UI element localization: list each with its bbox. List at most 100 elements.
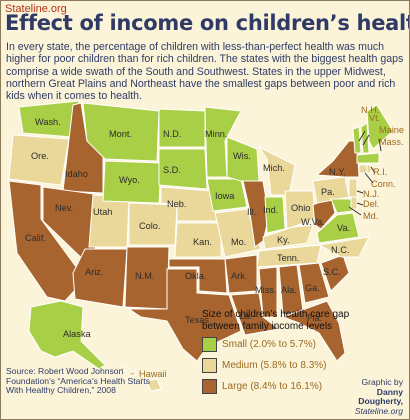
leader-lines [348,130,382,216]
state-mo [214,208,262,258]
state-alaska [28,300,106,370]
label-vt: Vt. [369,113,380,123]
legend-label-medium: Medium (5.8% to 8.3%) [222,360,327,371]
state-nd [158,108,206,148]
state-colo [128,202,178,246]
legend-title: Size of children’s health care gap betwe… [202,309,350,332]
credit-author-first: Danny [376,386,403,397]
label-ri: R.I. [373,167,387,177]
state-nj [348,178,358,198]
state-kan [174,222,222,258]
label-ill: Ill. [247,207,256,217]
legend-item-small: Small (2.0% to 5.7%) [202,336,372,353]
state-conn [358,164,368,174]
state-iowa [206,178,248,212]
state-sd [158,148,208,190]
source-note: Source: Robert Wood Johnson Foundation’s… [6,366,150,396]
label-ohio: Ohio [291,203,310,213]
credit-site: Stateline.org [354,405,403,416]
label-ky: Ky. [277,235,290,245]
label-nm: N.M. [135,271,154,281]
credit-author-last: Dougherty, [358,396,403,407]
label-fla: Fla. [307,313,322,323]
state-md [330,198,354,214]
label-sc: S.C. [323,267,341,277]
label-colo: Colo. [139,221,160,231]
label-pa: Pa. [321,187,335,197]
label-va: Va. [337,223,350,233]
label-tenn: Tenn. [277,253,299,263]
state-utah [88,194,130,248]
label-ark: Ark. [231,271,247,281]
state-minn [204,106,242,178]
label-sd: S.D. [163,165,181,175]
state-miss [258,266,278,318]
legend-item-medium: Medium (5.8% to 8.3%) [202,357,372,374]
label-md: Md. [363,211,378,221]
label-nc: N.C. [331,245,349,255]
label-ind: Ind. [263,205,278,215]
label-miss: Miss. [255,285,276,295]
label-utah: Utah [93,207,112,217]
label-ala: Ala. [281,285,297,295]
label-mass: Mass. [379,137,404,147]
label-mo: Mo. [231,237,246,247]
label-ny: N.Y. [329,167,346,177]
legend-label-small: Small (2.0% to 5.7%) [222,339,316,350]
label-idaho: Idaho [65,169,88,179]
state-labels: Wash. Ore. Calif. Idaho Nev. Utah Ariz. … [25,117,350,339]
label-del: Del. [363,199,379,209]
state-mass [356,152,380,164]
state-ga [298,262,330,304]
label-kan: Kan. [193,237,212,247]
legend-label-large: Large (8.4% to 16.1%) [222,381,323,392]
label-calif: Calif. [25,233,46,243]
state-ind [264,196,286,234]
state-hawaii [118,366,162,392]
state-ark [224,254,258,294]
label-conn: Conn. [371,179,396,189]
label-ore: Ore. [31,151,49,161]
state-ore [8,134,70,186]
label-iowa: Iowa [215,191,235,201]
state-vt [352,126,362,154]
external-labels: Vt. N.H. Maine Mass. R.I. Conn. N.J. Del… [139,105,404,379]
label-texas: Texas [185,315,209,325]
legend-swatch-large [202,379,217,394]
label-wis: Wis. [233,151,251,161]
label-nev: Nev. [55,203,73,213]
label-wash: Wash. [35,117,61,127]
credit-prefix: Graphic by [361,377,403,387]
label-ga: Ga. [305,283,320,293]
state-sc [320,254,350,292]
label-alaska: Alaska [63,329,91,339]
legend-swatch-medium [202,358,217,373]
legend-item-large: Large (8.4% to 16.1%) [202,378,372,395]
label-ariz: Ariz. [85,267,103,277]
label-minn: Minn. [205,129,227,139]
legend: Size of children’s health care gap betwe… [202,309,372,395]
legend-swatch-small [202,337,217,352]
state-fla [281,300,346,362]
state-mont [82,102,160,162]
label-maine: Maine [379,125,404,135]
state-ill [242,180,270,248]
graphic-credit: Graphic by Danny Dougherty, Stateline.or… [333,377,403,416]
label-la: La. [239,311,252,321]
page-title: Effect of income on children’s health [5,11,410,35]
label-nh: N.H. [361,105,379,115]
description: In every state, the percentage of childr… [6,41,404,103]
label-neb: Neb. [167,199,186,209]
label-nd: N.D. [163,129,181,139]
state-wyo [102,160,162,204]
label-mont: Mont. [109,129,132,139]
state-ariz [72,248,128,308]
state-ri [366,164,372,174]
state-mich [257,145,296,196]
state-la [230,292,281,336]
label-hawaii: Hawaii [139,369,167,379]
label-mich: Mich. [263,163,285,173]
state-nh [360,122,370,154]
state-ky [262,224,314,250]
